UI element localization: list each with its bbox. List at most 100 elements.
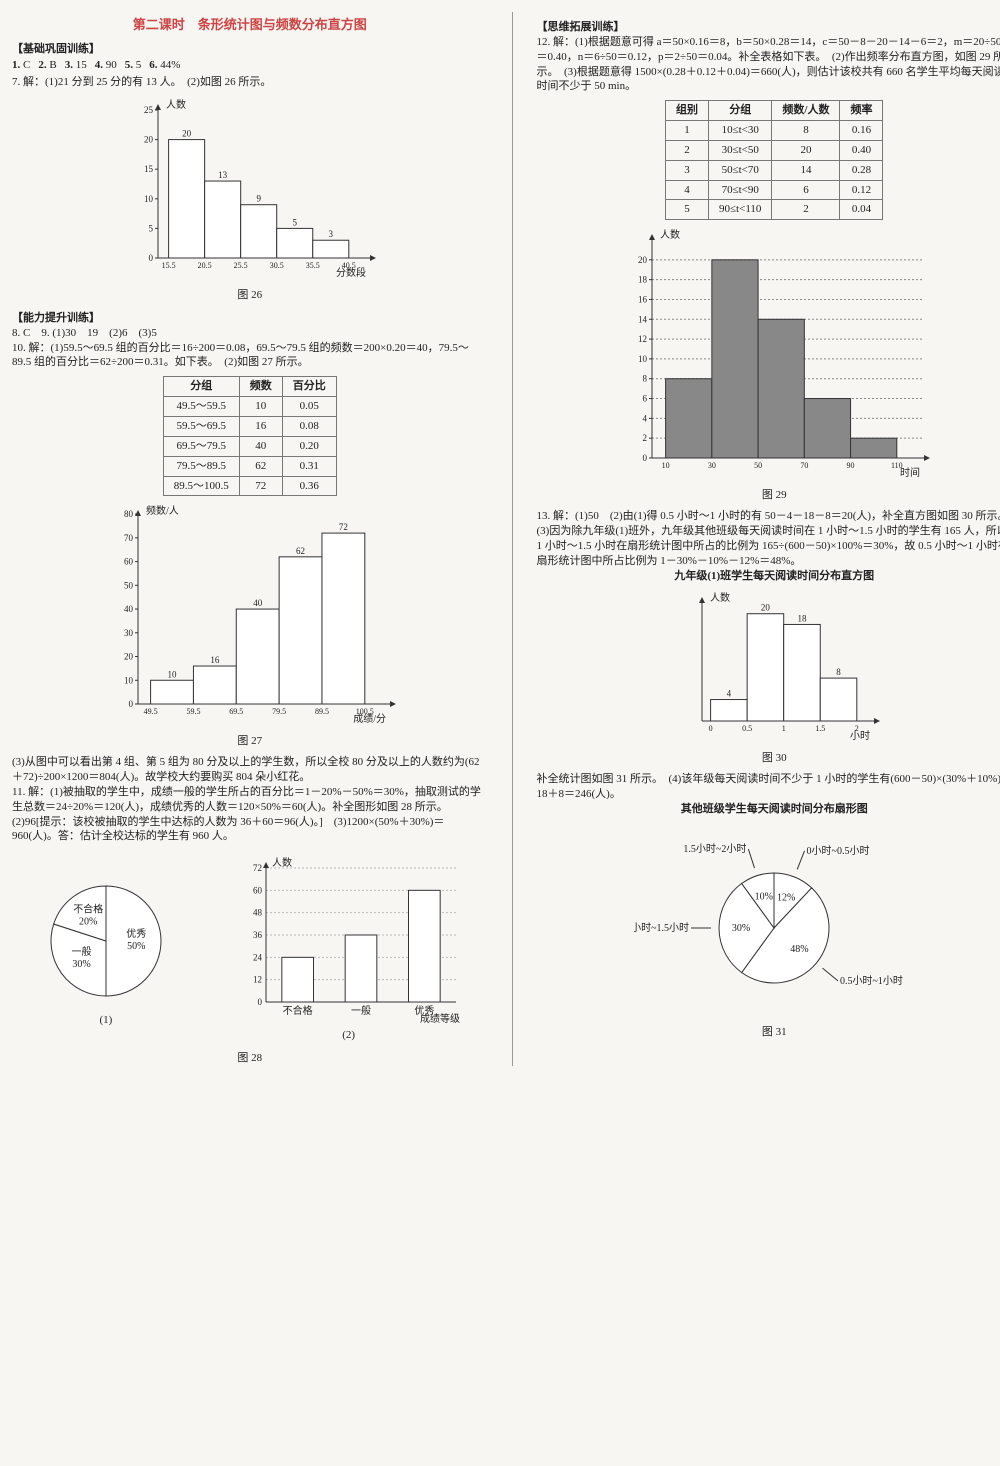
table-row: 590≤t<11020.04 [666, 200, 883, 220]
basic-answers: 1. C2. B3. 154. 905. 56. 44% [12, 58, 488, 73]
svg-text:20.5: 20.5 [197, 261, 211, 270]
fig28-row: 优秀50%一般30%不合格20% (1) 0122436486072人数成绩等级… [12, 850, 488, 1049]
svg-text:不合格: 不合格 [73, 903, 103, 916]
chart-26-caption: 图 26 [12, 288, 488, 303]
table-cell: 10≤t<30 [709, 121, 772, 141]
svg-text:1.5小时~2小时: 1.5小时~2小时 [684, 843, 747, 855]
svg-text:13: 13 [218, 170, 228, 180]
svg-text:时间: 时间 [900, 466, 920, 479]
svg-text:35.5: 35.5 [306, 261, 320, 270]
svg-text:16: 16 [638, 295, 648, 305]
svg-text:10%: 10% [755, 891, 773, 902]
svg-text:50%: 50% [127, 941, 145, 952]
svg-text:16: 16 [210, 655, 220, 665]
pie-28: 优秀50%一般30%不合格20% (1) [36, 871, 176, 1028]
table-cell: 0.04 [840, 200, 883, 220]
svg-text:48%: 48% [791, 944, 809, 955]
table-cell: 30≤t<50 [709, 140, 772, 160]
svg-text:优秀: 优秀 [414, 1004, 434, 1017]
chart-27: 01020304050607080频数/人成绩/分101640627249.55… [12, 502, 488, 749]
section-ability-head: 【能力提升训练】 [12, 311, 488, 326]
table-row: 79.5～89.5620.31 [163, 456, 336, 476]
svg-text:1.5: 1.5 [816, 724, 826, 733]
answer-item: 6. 44% [149, 59, 180, 71]
svg-text:9: 9 [256, 194, 261, 204]
svg-text:10: 10 [638, 354, 648, 364]
svg-text:5: 5 [292, 217, 297, 227]
svg-text:70: 70 [124, 533, 134, 543]
svg-text:2: 2 [855, 724, 859, 733]
svg-text:12: 12 [638, 334, 647, 344]
table-cell: 89.5～100.5 [163, 476, 239, 496]
svg-text:一般: 一般 [71, 945, 91, 958]
table-cell: 3 [666, 160, 709, 180]
table-cell: 0.36 [282, 476, 336, 496]
q12-text: 12. 解：(1)根据题意可得 a＝50×0.16＝8，b＝50×0.28＝14… [537, 35, 1000, 94]
table-cell: 0.20 [282, 436, 336, 456]
section-think-head: 【思维拓展训练】 [537, 20, 1000, 35]
svg-text:30: 30 [124, 628, 134, 638]
table-cell: 1 [666, 121, 709, 141]
svg-text:0: 0 [257, 997, 262, 1007]
table-header: 分组 [163, 377, 239, 397]
svg-text:0: 0 [128, 699, 133, 709]
svg-text:5: 5 [148, 223, 153, 233]
section-basic-head: 【基础巩固训练】 [12, 42, 488, 57]
table-cell: 0.16 [840, 121, 883, 141]
table-cell: 49.5～59.5 [163, 397, 239, 417]
table-cell: 72 [239, 476, 282, 496]
svg-text:30.5: 30.5 [269, 261, 283, 270]
svg-text:40.5: 40.5 [342, 261, 356, 270]
table-cell: 50≤t<70 [709, 160, 772, 180]
svg-text:1: 1 [782, 724, 786, 733]
table-cell: 79.5～89.5 [163, 456, 239, 476]
table-row: 49.5～59.5100.05 [163, 397, 336, 417]
svg-text:72: 72 [253, 863, 262, 873]
svg-text:6: 6 [643, 394, 648, 404]
svg-text:60: 60 [124, 557, 134, 567]
table-cell: 40 [239, 436, 282, 456]
svg-text:20: 20 [124, 652, 134, 662]
chart-27-caption: 图 27 [12, 734, 488, 749]
table-cell: 10 [239, 397, 282, 417]
table-header: 组别 [666, 101, 709, 121]
svg-text:0.5: 0.5 [742, 724, 752, 733]
q13-4-text: 补全统计图如图 31 所示。 (4)该年级每天阅读时间不少于 1 小时的学生有(… [537, 772, 1000, 802]
svg-text:90: 90 [847, 461, 855, 470]
svg-text:40: 40 [253, 598, 263, 608]
svg-text:10: 10 [662, 461, 670, 470]
svg-text:40: 40 [124, 604, 134, 614]
svg-text:12: 12 [253, 975, 262, 985]
svg-text:人数: 人数 [272, 856, 292, 869]
svg-text:36: 36 [253, 930, 263, 940]
svg-text:25.5: 25.5 [233, 261, 247, 270]
table-cell: 69.5～79.5 [163, 436, 239, 456]
svg-text:30%: 30% [72, 959, 90, 970]
svg-text:小时: 小时 [850, 730, 870, 742]
table-10: 分组频数百分比49.5～59.5100.0559.5～69.5160.0869.… [163, 376, 337, 496]
table-header: 频率 [840, 101, 883, 121]
table-cell: 14 [772, 160, 840, 180]
table-row: 59.5～69.5160.08 [163, 416, 336, 436]
table-row: 69.5～79.5400.20 [163, 436, 336, 456]
table-cell: 5 [666, 200, 709, 220]
svg-text:30: 30 [708, 461, 716, 470]
svg-text:20: 20 [144, 135, 154, 145]
table-cell: 59.5～69.5 [163, 416, 239, 436]
svg-text:0.5小时~1小时: 0.5小时~1小时 [840, 975, 903, 987]
svg-text:30%: 30% [732, 923, 750, 934]
lesson-title: 第二课时 条形统计图与频数分布直方图 [12, 16, 488, 34]
chart-26: 0510152025人数分数段201395315.520.525.530.535… [12, 96, 488, 303]
chart-29-caption: 图 29 [537, 488, 1000, 503]
svg-text:18: 18 [638, 275, 648, 285]
svg-text:10: 10 [167, 670, 177, 680]
svg-text:3: 3 [328, 229, 333, 239]
bar-28-caption: (2) [234, 1028, 464, 1043]
table-cell: 0.05 [282, 397, 336, 417]
pie-31-title: 其他班级学生每天阅读时间分布扇形图 [537, 802, 1000, 817]
table-cell: 2 [666, 140, 709, 160]
fig28-caption: 图 28 [12, 1051, 488, 1066]
table-cell: 8 [772, 121, 840, 141]
pie-31: 12%0小时~0.5小时48%0.5小时~1小时30%1小时~1.5小时10%1… [537, 823, 1000, 1040]
table-cell: 0.28 [840, 160, 883, 180]
